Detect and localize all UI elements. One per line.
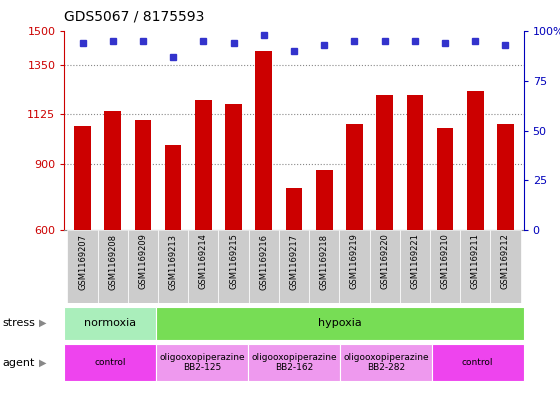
Bar — [286, 188, 302, 230]
Bar — [64, 307, 156, 340]
Bar — [128, 230, 158, 303]
Text: GSM1169216: GSM1169216 — [259, 233, 268, 290]
Bar — [64, 344, 156, 381]
Bar — [255, 51, 272, 230]
Text: hypoxia: hypoxia — [318, 318, 362, 328]
Bar — [467, 91, 484, 230]
Bar — [188, 230, 218, 303]
Text: stress: stress — [3, 318, 36, 328]
Text: GSM1169210: GSM1169210 — [441, 233, 450, 289]
Text: GSM1169217: GSM1169217 — [290, 233, 298, 290]
Bar — [346, 124, 363, 230]
Bar — [407, 95, 423, 230]
Bar — [158, 230, 188, 303]
Bar — [497, 124, 514, 230]
Bar — [104, 111, 121, 230]
Text: GSM1169214: GSM1169214 — [199, 233, 208, 289]
Text: GSM1169219: GSM1169219 — [350, 233, 359, 289]
Text: GSM1169221: GSM1169221 — [410, 233, 419, 289]
Bar — [97, 230, 128, 303]
Bar — [249, 230, 279, 303]
Text: GSM1169212: GSM1169212 — [501, 233, 510, 289]
Text: GSM1169218: GSM1169218 — [320, 233, 329, 290]
Bar — [67, 230, 97, 303]
Text: GSM1169213: GSM1169213 — [169, 233, 178, 290]
Text: oligooxopiperazine
BB2-125: oligooxopiperazine BB2-125 — [160, 353, 245, 372]
Bar — [279, 230, 309, 303]
Bar — [248, 344, 340, 381]
Text: GSM1169208: GSM1169208 — [108, 233, 117, 290]
Text: GDS5067 / 8175593: GDS5067 / 8175593 — [64, 9, 205, 24]
Text: oligooxopiperazine
BB2-162: oligooxopiperazine BB2-162 — [251, 353, 337, 372]
Bar — [437, 129, 454, 230]
Bar — [376, 95, 393, 230]
Text: normoxia: normoxia — [84, 318, 137, 328]
Text: GSM1169211: GSM1169211 — [471, 233, 480, 289]
Text: ▶: ▶ — [39, 318, 46, 328]
Text: ▶: ▶ — [39, 358, 46, 367]
Text: GSM1169209: GSM1169209 — [138, 233, 147, 289]
Bar — [316, 170, 333, 230]
Text: GSM1169207: GSM1169207 — [78, 233, 87, 290]
Bar — [400, 230, 430, 303]
Bar — [156, 307, 524, 340]
Bar — [156, 344, 248, 381]
Bar — [370, 230, 400, 303]
Text: agent: agent — [3, 358, 35, 367]
Text: control: control — [95, 358, 126, 367]
Bar — [339, 230, 370, 303]
Bar — [134, 119, 151, 230]
Bar — [460, 230, 491, 303]
Bar — [74, 126, 91, 230]
Text: GSM1169220: GSM1169220 — [380, 233, 389, 289]
Bar — [218, 230, 249, 303]
Bar — [195, 100, 212, 230]
Bar — [340, 344, 432, 381]
Text: GSM1169215: GSM1169215 — [229, 233, 238, 289]
Bar — [165, 145, 181, 230]
Text: oligooxopiperazine
BB2-282: oligooxopiperazine BB2-282 — [343, 353, 428, 372]
Bar — [430, 230, 460, 303]
Bar — [225, 104, 242, 230]
Bar — [432, 344, 524, 381]
Text: control: control — [462, 358, 493, 367]
Bar — [491, 230, 521, 303]
Bar — [309, 230, 339, 303]
